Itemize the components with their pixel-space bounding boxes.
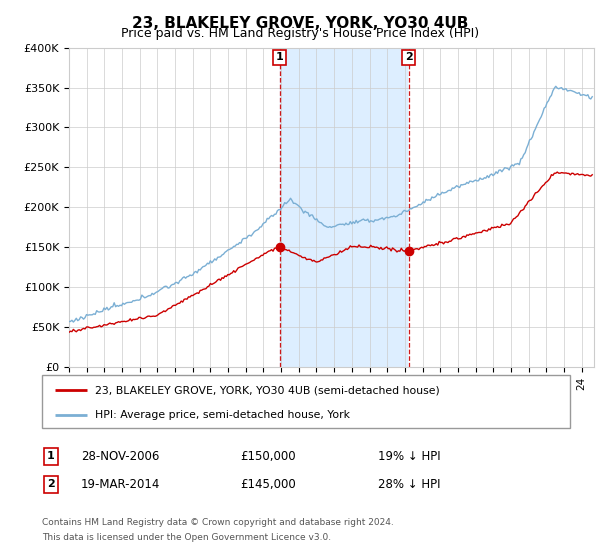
Text: 2: 2 [47, 479, 55, 489]
Text: This data is licensed under the Open Government Licence v3.0.: This data is licensed under the Open Gov… [42, 533, 331, 542]
Text: £145,000: £145,000 [240, 478, 296, 491]
Text: 28% ↓ HPI: 28% ↓ HPI [378, 478, 440, 491]
Text: 2: 2 [404, 53, 412, 62]
Text: Price paid vs. HM Land Registry's House Price Index (HPI): Price paid vs. HM Land Registry's House … [121, 27, 479, 40]
Text: 1: 1 [47, 451, 55, 461]
Text: Contains HM Land Registry data © Crown copyright and database right 2024.: Contains HM Land Registry data © Crown c… [42, 518, 394, 527]
Text: 1: 1 [275, 53, 283, 62]
Text: HPI: Average price, semi-detached house, York: HPI: Average price, semi-detached house,… [95, 409, 350, 419]
Text: 28-NOV-2006: 28-NOV-2006 [81, 450, 160, 463]
Text: £150,000: £150,000 [240, 450, 296, 463]
Text: 23, BLAKELEY GROVE, YORK, YO30 4UB (semi-detached house): 23, BLAKELEY GROVE, YORK, YO30 4UB (semi… [95, 385, 440, 395]
Text: 19-MAR-2014: 19-MAR-2014 [81, 478, 160, 491]
Text: 19% ↓ HPI: 19% ↓ HPI [378, 450, 440, 463]
Text: 23, BLAKELEY GROVE, YORK, YO30 4UB: 23, BLAKELEY GROVE, YORK, YO30 4UB [132, 16, 468, 31]
FancyBboxPatch shape [42, 375, 570, 428]
